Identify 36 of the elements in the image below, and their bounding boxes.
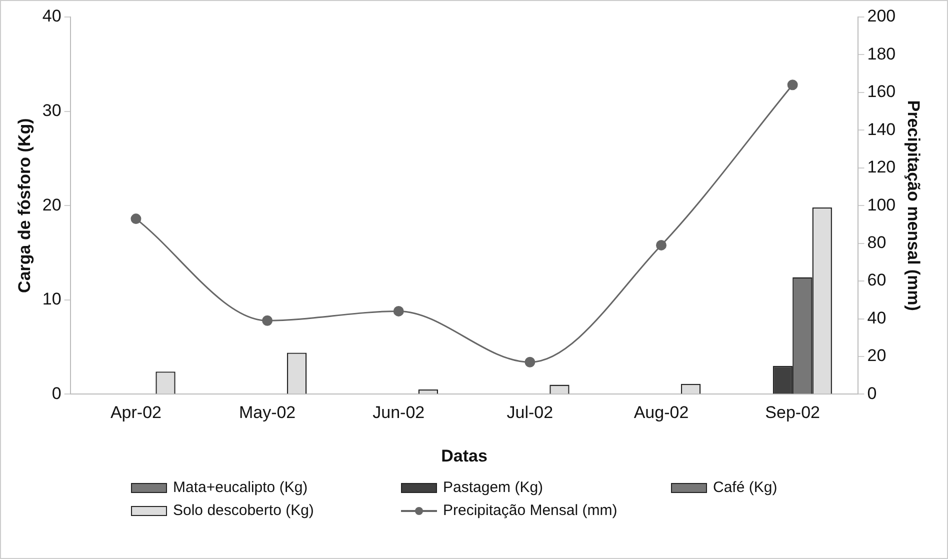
y2-tick-label: 40 [867,308,886,328]
legend-label: Precipitação Mensal (mm) [443,502,618,519]
x-tick-label: Aug-02 [634,403,689,422]
y2-tick-label: 20 [867,346,886,366]
x-tick-label: May-02 [238,403,296,422]
point [262,315,273,326]
legend-label: Solo descoberto (Kg) [173,502,314,519]
y2-tick-label: 200 [867,6,896,26]
y-tick-label: 0 [52,384,62,403]
y-axis-title: Carga de fósforo (Kg) [14,118,34,293]
y2-tick-label: 180 [867,44,896,64]
y2-tick-label: 100 [867,195,896,214]
legend-label: Café (Kg) [713,479,778,496]
point [787,80,798,90]
x-axis-title: Datas [441,446,488,466]
y2-tick-label: 0 [867,384,877,403]
y-tick-label: 10 [42,290,62,309]
y2-axis-title: Precipitação mensal (mm) [904,100,924,311]
y2-tick-label: 140 [867,120,896,139]
point [524,356,536,368]
point [393,306,404,316]
y-tick-label: 30 [42,100,62,120]
x-tick-label: Jul-02 [506,403,554,422]
y2-tick-label: 120 [867,158,896,177]
point [656,240,667,250]
legend-label: Mata+eucalipto (Kg) [173,479,308,496]
x-tick-label: Sep-02 [765,403,820,422]
y-tick-label: 40 [42,6,62,26]
y-tick-label: 20 [42,195,62,214]
y2-tick-label: 160 [867,82,896,102]
x-tick-label: Jun-02 [372,403,425,422]
y2-tick-label: 60 [867,270,886,290]
x-tick-label: Apr-02 [110,403,162,422]
y2-tick-label: 80 [867,233,886,252]
legend-label: Pastagem (Kg) [443,479,544,496]
point [130,214,142,224]
